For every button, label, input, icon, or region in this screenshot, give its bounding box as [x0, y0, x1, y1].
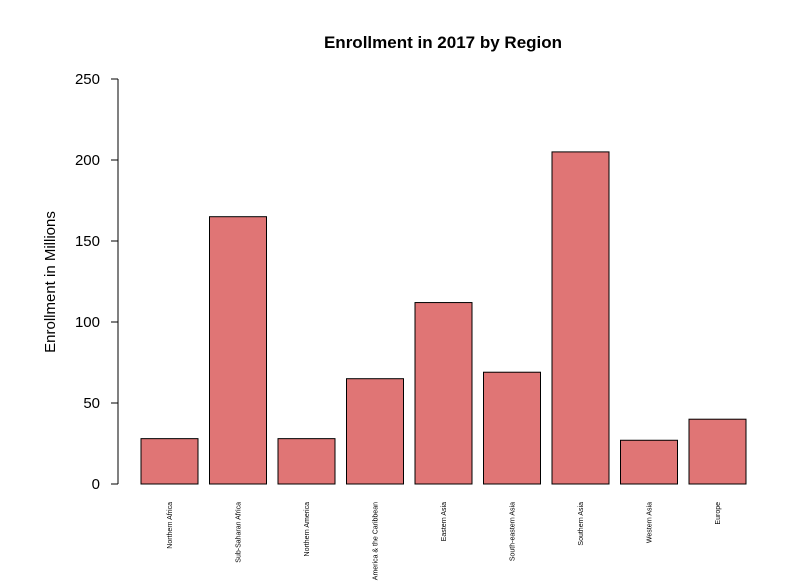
y-tick-label: 250 [75, 71, 100, 88]
x-category-label: Northern America [304, 502, 311, 557]
y-tick-label: 150 [75, 233, 100, 250]
y-tick-label: 200 [75, 152, 100, 169]
x-category-label: South-eastern Asia [510, 502, 517, 561]
bar [140, 438, 199, 485]
bar [688, 418, 747, 485]
y-axis-ticks: 0 50 100 150 200 250 [75, 71, 118, 493]
x-category-label: Latin America & the Caribbean [373, 502, 380, 581]
y-tick-label: 50 [83, 395, 100, 412]
bar [346, 378, 404, 485]
x-category-label: Western Asia [647, 502, 654, 543]
x-category-label: Europe [715, 502, 722, 525]
x-category-label: Southern Asia [578, 502, 585, 546]
x-category-label: Eastern Asia [441, 502, 448, 541]
x-category-label: Sub-Saharan Africa [236, 502, 243, 563]
chart-title: Enrollment in 2017 by Region [324, 33, 562, 52]
bar [277, 438, 336, 485]
y-axis-label: Enrollment in Millions [42, 211, 59, 353]
bar [483, 371, 541, 485]
bar [209, 216, 267, 485]
bars-group [140, 151, 747, 485]
x-category-label: Northern Africa [167, 502, 174, 549]
x-axis-labels: Northern Africa Sub-Saharan Africa Norther… [167, 502, 722, 586]
bar [414, 302, 473, 485]
y-tick-label: 100 [75, 314, 100, 331]
bar [620, 439, 678, 485]
y-tick-label: 0 [92, 476, 100, 493]
bar [551, 151, 610, 485]
